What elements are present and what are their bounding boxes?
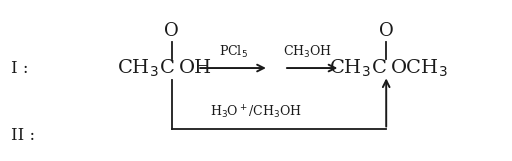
Text: C: C [160, 59, 175, 77]
Text: OCH$_3$: OCH$_3$ [390, 57, 448, 79]
Text: II :: II : [11, 127, 40, 144]
Text: H$_3$O$^+$/CH$_3$OH: H$_3$O$^+$/CH$_3$OH [210, 104, 302, 121]
Text: CH$_3$OH: CH$_3$OH [283, 43, 332, 60]
Text: C: C [371, 59, 386, 77]
Text: PCl$_5$: PCl$_5$ [219, 43, 247, 60]
Text: I :: I : [11, 60, 34, 76]
Text: O: O [379, 22, 394, 40]
Text: OH: OH [178, 59, 211, 77]
Text: CH$_3$: CH$_3$ [117, 57, 159, 79]
Text: CH$_3$: CH$_3$ [329, 57, 371, 79]
Text: O: O [164, 22, 179, 40]
